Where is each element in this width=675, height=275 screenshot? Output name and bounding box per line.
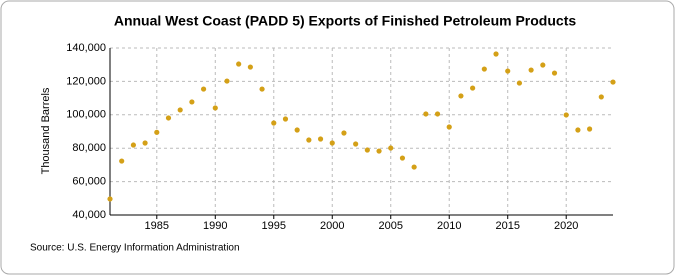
point	[329, 140, 335, 146]
point	[458, 93, 464, 99]
point	[587, 126, 593, 132]
x-tick-label: 2005	[379, 220, 403, 232]
point	[411, 164, 417, 170]
point	[353, 141, 359, 147]
point	[610, 79, 616, 85]
point	[481, 66, 487, 72]
point	[306, 137, 312, 143]
point	[119, 158, 125, 164]
point	[341, 130, 347, 136]
point	[259, 86, 265, 92]
point	[446, 124, 452, 130]
point	[224, 78, 230, 84]
x-tick-label: 2015	[495, 220, 519, 232]
point	[505, 68, 511, 74]
point	[130, 142, 136, 148]
point	[236, 61, 242, 67]
point	[294, 127, 300, 133]
point	[423, 111, 429, 117]
point	[271, 120, 277, 126]
point	[399, 155, 406, 161]
point	[598, 94, 604, 100]
point	[142, 140, 148, 146]
point	[212, 105, 218, 111]
point	[364, 147, 370, 153]
point	[388, 145, 394, 151]
source: Source: U.S. Energy Information Administ…	[30, 243, 240, 254]
point	[470, 85, 476, 91]
point	[282, 116, 289, 122]
point	[177, 107, 183, 113]
point	[107, 196, 113, 202]
x-tick-label: 2000	[320, 220, 344, 232]
x-tick-label: 1985	[145, 220, 169, 232]
point	[200, 86, 207, 92]
point	[165, 115, 172, 121]
point	[493, 51, 499, 57]
x-tick-label: 2020	[554, 220, 578, 232]
x-tick-label: 1990	[203, 220, 227, 232]
x-tick-label: 1995	[262, 220, 286, 232]
point	[528, 67, 534, 73]
y-tick-label: 60,000	[72, 176, 106, 188]
chart-title: Annual West Coast (PADD 5) Exports of Fi…	[114, 13, 577, 29]
point	[376, 148, 382, 154]
x-tick-label: 2010	[437, 220, 461, 232]
point	[563, 112, 569, 118]
point	[575, 127, 581, 133]
y-axis-label: Thousand Barrels	[40, 87, 52, 174]
point	[154, 129, 160, 135]
plot-area	[110, 48, 613, 215]
point	[516, 80, 523, 86]
y-tick-label: 120,000	[66, 75, 106, 87]
point	[540, 62, 546, 68]
point	[434, 111, 441, 117]
point	[551, 70, 558, 76]
y-tick-label: 140,000	[66, 42, 106, 54]
point	[189, 99, 195, 105]
y-tick-label: 40,000	[72, 209, 106, 221]
point	[247, 64, 253, 70]
y-tick-label: 80,000	[72, 142, 106, 154]
y-tick-label: 100,000	[66, 109, 106, 121]
point	[317, 136, 324, 142]
